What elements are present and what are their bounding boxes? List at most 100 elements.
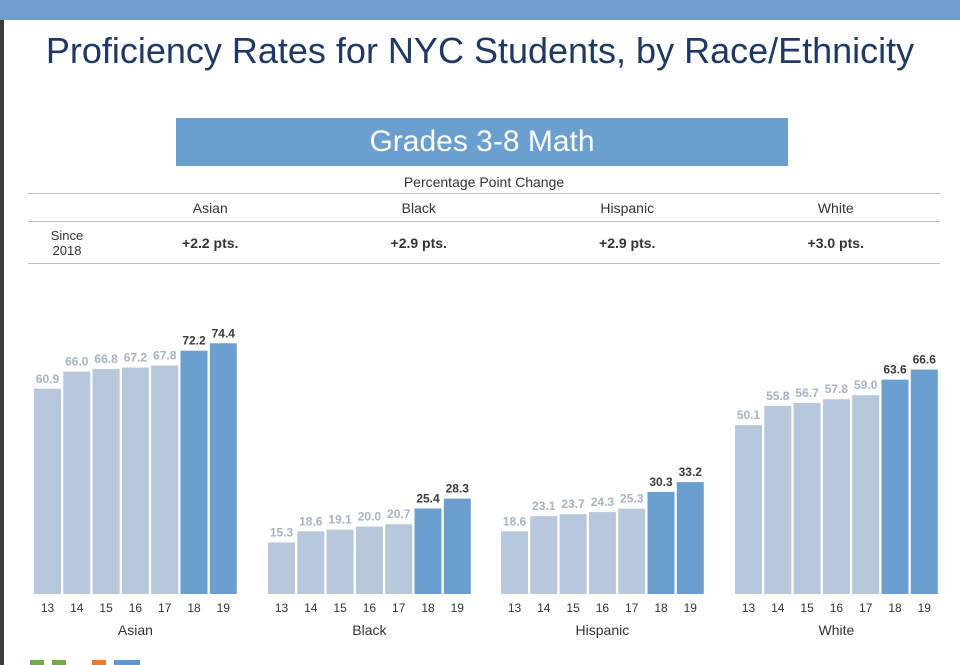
bar-asian-19 <box>209 343 237 594</box>
bar-label-asian-18: 72.2 <box>182 334 206 348</box>
tick-label-hispanic-15: 15 <box>566 601 580 615</box>
change-row-label-line1: Since <box>50 227 84 243</box>
top-accent-bar <box>0 0 960 20</box>
bar-white-16 <box>822 399 850 594</box>
bar-hispanic-16 <box>588 512 616 594</box>
tick-label-asian-19: 19 <box>217 601 231 615</box>
bar-asian-13 <box>34 388 61 594</box>
bar-white-18 <box>881 379 909 594</box>
change-header-white: White <box>731 193 940 222</box>
tick-label-hispanic-17: 17 <box>625 601 639 615</box>
tick-label-black-15: 15 <box>333 601 347 615</box>
tick-label-asian-18: 18 <box>187 601 201 615</box>
bar-asian-16 <box>121 367 149 594</box>
bar-white-13 <box>735 425 762 594</box>
tick-label-black-14: 14 <box>304 601 318 615</box>
change-value-black: +2.9 pts. <box>314 221 523 264</box>
bar-black-19 <box>443 498 471 594</box>
change-table-values-row: Since 2018 +2.2 pts. +2.9 pts. +2.9 pts.… <box>28 221 940 264</box>
tick-label-hispanic-18: 18 <box>654 601 668 615</box>
bar-black-17 <box>385 524 413 594</box>
change-table: Percentage Point Change Asian Black Hisp… <box>28 171 940 264</box>
bar-label-white-17: 59.0 <box>854 378 878 392</box>
bar-label-black-17: 20.7 <box>387 507 411 521</box>
subtitle-banner: Grades 3-8 Math <box>176 118 788 166</box>
bar-label-white-13: 50.1 <box>737 408 761 422</box>
bar-label-black-19: 28.3 <box>446 482 470 496</box>
bar-label-asian-15: 66.8 <box>94 352 118 366</box>
bar-black-16 <box>355 526 383 594</box>
bar-label-hispanic-16: 24.3 <box>591 495 615 509</box>
tick-label-white-18: 18 <box>888 601 902 615</box>
tick-label-white-16: 16 <box>830 601 844 615</box>
bar-black-13 <box>268 542 295 594</box>
bar-hispanic-17 <box>618 508 646 594</box>
tick-label-hispanic-19: 19 <box>684 601 698 615</box>
tick-label-white-13: 13 <box>742 601 756 615</box>
bar-label-asian-13: 60.9 <box>36 372 60 386</box>
change-value-white: +3.0 pts. <box>731 221 940 264</box>
subtitle-text: Grades 3-8 Math <box>369 125 595 158</box>
bar-asian-18 <box>180 350 208 594</box>
bar-label-hispanic-15: 23.7 <box>561 497 585 511</box>
tick-label-black-13: 13 <box>275 601 289 615</box>
tick-label-white-19: 19 <box>918 601 932 615</box>
bar-black-15 <box>326 529 354 594</box>
tick-label-black-19: 19 <box>451 601 465 615</box>
bar-hispanic-18 <box>647 491 675 594</box>
bar-label-asian-17: 67.8 <box>153 349 177 363</box>
bar-label-hispanic-17: 25.3 <box>620 492 644 506</box>
bar-white-14 <box>764 405 792 594</box>
tick-label-black-17: 17 <box>392 601 406 615</box>
tick-label-white-14: 14 <box>771 601 785 615</box>
group-label-hispanic: Hispanic <box>576 622 630 638</box>
bar-label-white-16: 57.8 <box>825 382 849 396</box>
tick-label-asian-17: 17 <box>158 601 172 615</box>
change-value-asian: +2.2 pts. <box>106 221 315 264</box>
bar-label-hispanic-18: 30.3 <box>649 475 673 489</box>
bar-label-hispanic-13: 18.6 <box>503 514 527 528</box>
bar-white-19 <box>910 369 938 594</box>
change-row-label-line2: 2018 <box>52 242 82 258</box>
change-table-caption-row: Percentage Point Change <box>28 171 940 194</box>
tick-label-black-18: 18 <box>421 601 435 615</box>
change-header-black: Black <box>314 193 523 222</box>
bar-black-18 <box>414 508 442 594</box>
group-label-white: White <box>819 622 855 638</box>
group-label-black: Black <box>352 622 387 638</box>
bar-white-15 <box>793 402 821 594</box>
change-table-corner <box>28 193 106 222</box>
bar-label-black-16: 20.0 <box>358 510 382 524</box>
bar-asian-15 <box>92 368 120 594</box>
bar-label-asian-14: 66.0 <box>65 355 89 369</box>
bar-label-asian-19: 74.4 <box>212 326 236 340</box>
tick-label-white-15: 15 <box>800 601 814 615</box>
bar-label-black-15: 19.1 <box>328 513 352 527</box>
bar-label-black-14: 18.6 <box>299 514 323 528</box>
bar-black-14 <box>297 531 325 594</box>
change-value-hispanic: +2.9 pts. <box>523 221 732 264</box>
bar-white-17 <box>852 395 880 594</box>
tick-label-hispanic-16: 16 <box>596 601 610 615</box>
change-row-label: Since 2018 <box>28 221 106 264</box>
bar-label-asian-16: 67.2 <box>124 351 148 365</box>
bar-label-white-18: 63.6 <box>883 363 907 377</box>
legend-swatch-green-2 <box>52 660 66 665</box>
bar-label-white-15: 56.7 <box>795 386 819 400</box>
window-edge <box>0 20 4 665</box>
bar-asian-17 <box>151 365 179 594</box>
group-label-asian: Asian <box>118 622 153 638</box>
bar-hispanic-19 <box>676 482 704 594</box>
bar-label-black-18: 25.4 <box>416 491 440 505</box>
bar-hispanic-14 <box>530 516 558 594</box>
tick-label-asian-15: 15 <box>99 601 113 615</box>
legend-swatch-blue <box>114 660 140 665</box>
bar-asian-14 <box>63 371 91 594</box>
bar-label-white-19: 66.6 <box>913 353 937 367</box>
change-header-hispanic: Hispanic <box>523 193 732 222</box>
tick-label-hispanic-13: 13 <box>508 601 522 615</box>
change-table-header-row: Asian Black Hispanic White <box>28 193 940 222</box>
bar-label-hispanic-14: 23.1 <box>532 499 556 513</box>
change-header-asian: Asian <box>106 193 315 222</box>
